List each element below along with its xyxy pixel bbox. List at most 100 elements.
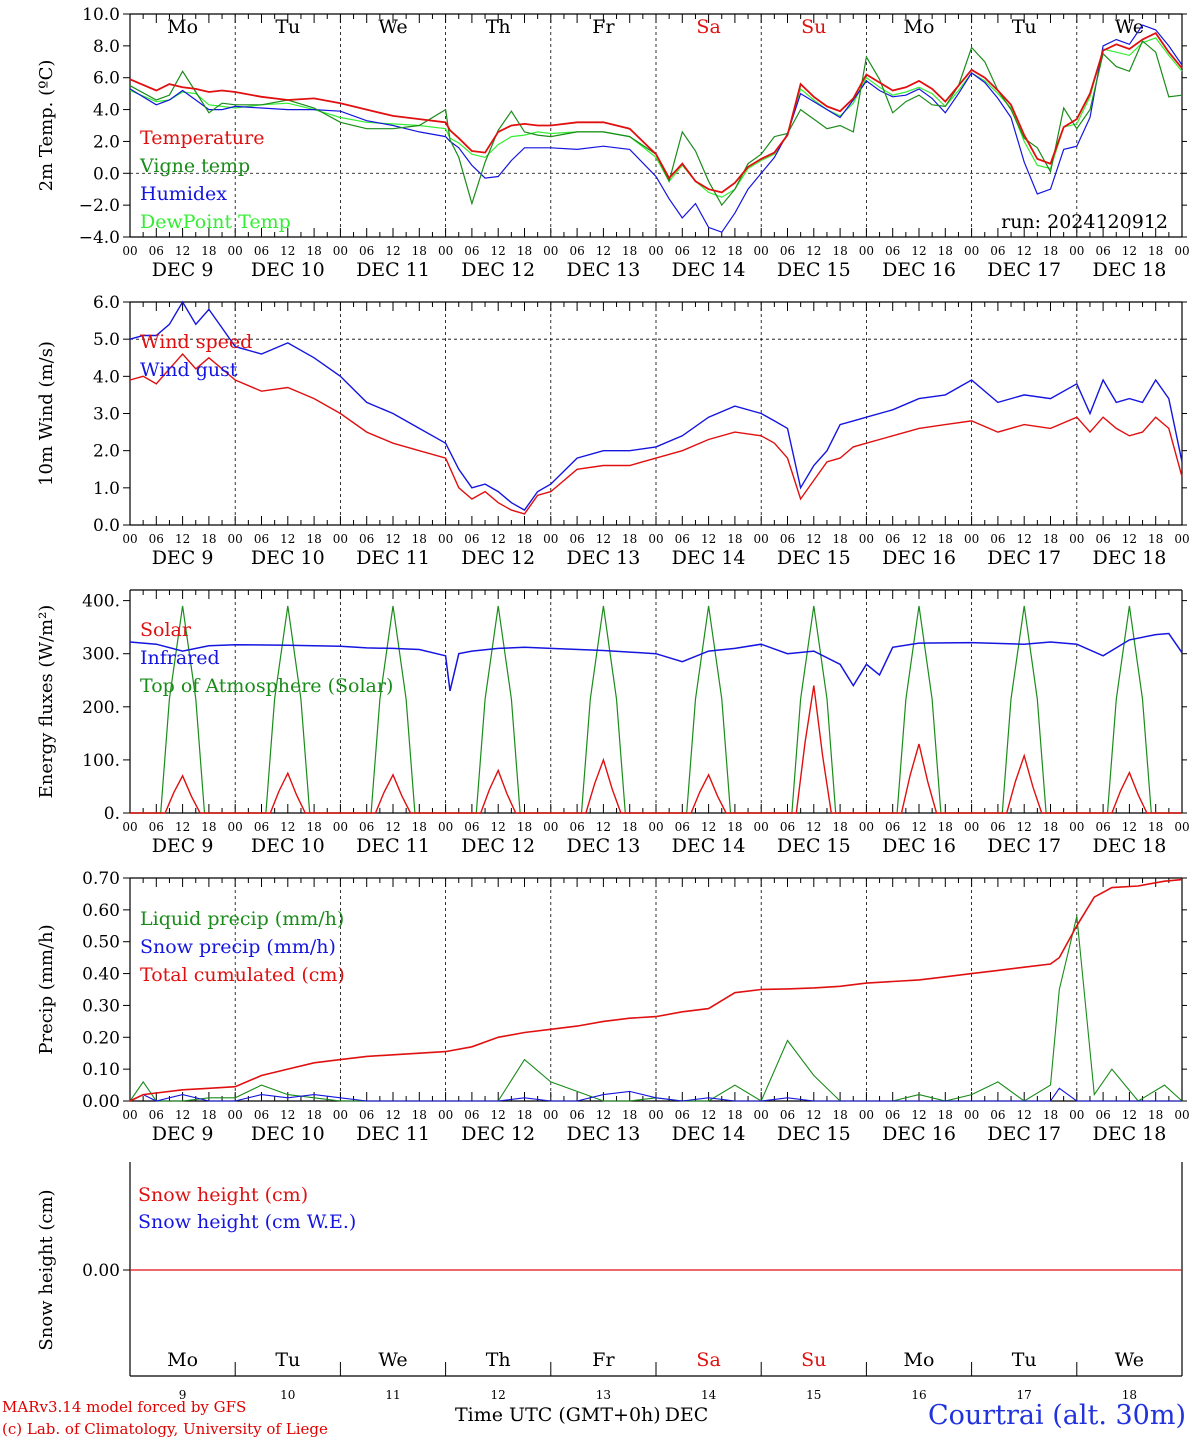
hour-tick-label: 18 [832, 820, 847, 834]
hour-tick-label: 06 [1095, 820, 1110, 834]
legend-entry: Liquid precip (mm/h) [140, 908, 344, 930]
y-tick-label: 0.0 [93, 164, 120, 184]
day-name-label: Tu [275, 16, 300, 38]
legend-entry: Solar [140, 619, 192, 641]
hour-tick-label: 00 [1069, 244, 1084, 258]
hour-tick-label: 18 [517, 244, 532, 258]
hour-tick-label: 18 [938, 532, 953, 546]
y-tick-label: 0.70 [82, 869, 120, 889]
hour-tick-label: 00 [543, 244, 558, 258]
hour-tick-label: 18 [517, 532, 532, 546]
hour-tick-label: 00 [648, 1108, 663, 1122]
hour-tick-label: 12 [491, 1108, 506, 1122]
day-name-label: Mo [167, 16, 198, 38]
hour-tick-label: 00 [1069, 820, 1084, 834]
hour-tick-label: 00 [859, 532, 874, 546]
date-label: DEC 11 [356, 1123, 430, 1145]
date-label: DEC 17 [987, 259, 1061, 281]
y-axis-title: 2m Temp. (ºC) [36, 60, 57, 192]
hour-tick-label: 18 [727, 1108, 742, 1122]
hour-tick-label: 00 [438, 244, 453, 258]
hour-tick-label: 12 [385, 532, 400, 546]
date-label: DEC 14 [672, 835, 746, 857]
date-label: DEC 12 [461, 547, 535, 569]
hour-tick-label: 12 [175, 244, 190, 258]
date-label: DEC 16 [882, 259, 956, 281]
hour-tick-label: 06 [885, 532, 900, 546]
day-number-label: 16 [911, 1388, 926, 1402]
day-name-label: We [1115, 16, 1144, 38]
hour-tick-label: 12 [385, 820, 400, 834]
series-line-vigne-temp [129, 40, 1183, 207]
hour-tick-label: 00 [122, 820, 137, 834]
run-annotation: run: 2024120912 [1001, 211, 1168, 233]
legend-entry: DewPoint Temp [140, 211, 291, 233]
y-tick-label: 0.00 [82, 1261, 120, 1281]
hour-tick-label: 06 [569, 1108, 584, 1122]
legend-entry: Snow height (cm W.E.) [138, 1211, 356, 1233]
day-number-label: 14 [701, 1388, 717, 1402]
hour-tick-label: 12 [911, 1108, 926, 1122]
y-axis-title: Energy fluxes (W/m²) [36, 605, 57, 799]
day-number-label: 18 [1122, 1388, 1137, 1402]
hour-tick-label: 18 [306, 820, 321, 834]
legend-entry: Total cumulated (cm) [140, 964, 345, 986]
hour-tick-label: 18 [1148, 1108, 1163, 1122]
y-tick-label: 200. [82, 698, 120, 718]
hour-tick-label: 18 [1148, 244, 1163, 258]
hour-tick-label: 00 [228, 820, 243, 834]
hour-tick-label: 00 [543, 820, 558, 834]
hour-tick-label: 18 [1148, 532, 1163, 546]
day-name-label: Mo [904, 1349, 935, 1371]
y-axis-title: 10m Wind (m/s) [36, 341, 57, 486]
hour-tick-label: 00 [964, 532, 979, 546]
hour-tick-label: 12 [806, 244, 821, 258]
day-name-label: Su [801, 16, 826, 38]
y-tick-label: 300. [82, 645, 120, 665]
hour-tick-label: 06 [149, 532, 164, 546]
series-line-wind-gust [129, 300, 1183, 512]
hour-tick-label: 18 [201, 1108, 216, 1122]
hour-tick-label: 12 [280, 820, 295, 834]
hour-tick-label: 06 [885, 1108, 900, 1122]
day-number-label: 11 [385, 1388, 400, 1402]
y-tick-label: 4.0 [93, 367, 120, 387]
legend-entry: Infrared [140, 647, 220, 669]
hour-tick-label: 06 [780, 532, 795, 546]
hour-tick-label: 00 [333, 1108, 348, 1122]
legend-entry: Humidex [140, 183, 227, 205]
series-line-total-cumulated [129, 878, 1183, 1102]
hour-tick-label: 12 [491, 532, 506, 546]
date-label: DEC 14 [672, 547, 746, 569]
date-label: DEC 9 [152, 835, 214, 857]
hour-tick-label: 06 [675, 532, 690, 546]
day-name-label: We [378, 16, 407, 38]
hour-tick-label: 06 [149, 244, 164, 258]
hour-tick-label: 06 [1095, 1108, 1110, 1122]
hour-tick-label: 18 [727, 820, 742, 834]
hour-tick-label: 18 [832, 244, 847, 258]
day-name-label: Th [486, 16, 511, 38]
hour-tick-label: 18 [832, 532, 847, 546]
hour-tick-label: 00 [543, 1108, 558, 1122]
y-tick-label: 0. [104, 804, 120, 824]
y-axis-title: Snow height (cm) [36, 1189, 57, 1350]
hour-tick-label: 00 [964, 1108, 979, 1122]
hour-tick-label: 00 [859, 244, 874, 258]
date-label: DEC 12 [461, 835, 535, 857]
y-tick-label: −4.0 [79, 228, 120, 248]
hour-tick-label: 12 [491, 244, 506, 258]
y-tick-label: 100. [82, 751, 120, 771]
day-number-label: 12 [491, 1388, 506, 1402]
y-tick-label: 6.0 [93, 293, 120, 313]
date-label: DEC 15 [777, 547, 851, 569]
day-number-label: 15 [806, 1388, 821, 1402]
day-number-label: 17 [1017, 1388, 1032, 1402]
hour-tick-label: 06 [1095, 532, 1110, 546]
day-name-label: Mo [167, 1349, 198, 1371]
day-name-label: Fr [592, 16, 615, 38]
y-tick-label: 0.30 [82, 996, 120, 1016]
hour-tick-label: 06 [990, 532, 1005, 546]
legend-entry: Top of Atmosphere (Solar) [140, 675, 393, 697]
